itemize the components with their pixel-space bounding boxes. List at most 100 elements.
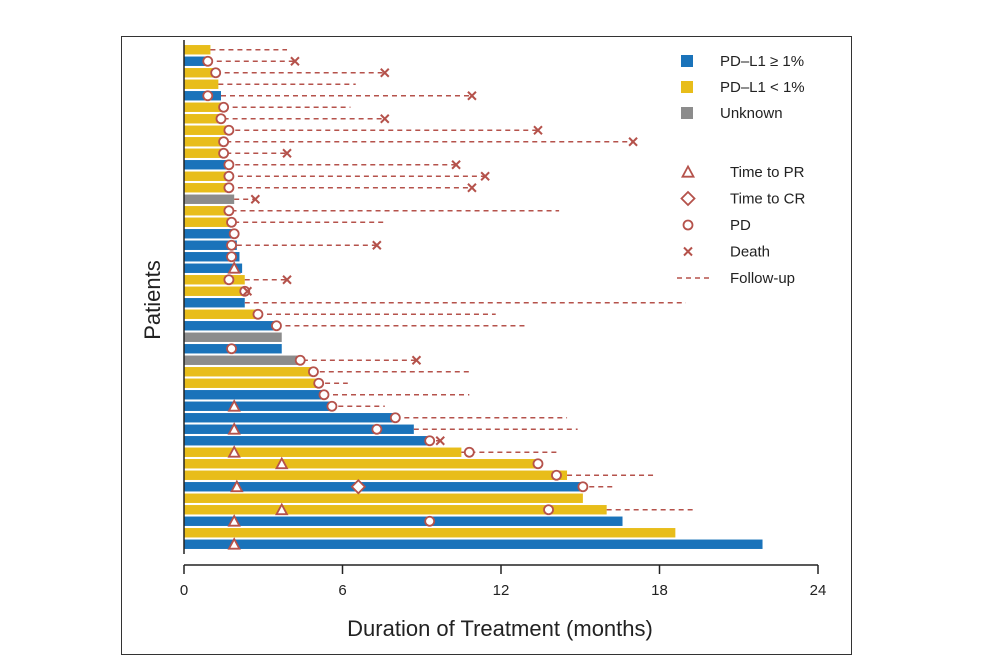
pd-marker-10 [218,147,230,159]
pd-marker-3 [210,67,222,79]
pr-marker-20 [227,261,241,274]
pd-marker-7 [215,113,227,125]
patient-bar-33 [184,413,396,423]
death-marker-14 [250,194,261,204]
patient-bar-25 [184,321,277,331]
patient-bar-20 [184,263,243,273]
patient-bar-9 [184,137,227,147]
pr-marker-42 [227,514,241,527]
pd-marker-36 [463,446,475,458]
patient-bar-21 [184,275,245,285]
death-marker-13 [467,183,477,193]
pd-marker-17 [228,228,240,240]
patient-bar-31 [184,390,325,400]
death-marker-22 [242,286,253,296]
patient-bar-17 [184,229,237,239]
legend-label-marker-3: PD [730,217,751,234]
pd-marker-5 [202,90,214,102]
pd-marker-16 [226,216,237,228]
patient-bar-37 [184,459,536,469]
pr-marker-32 [227,399,241,412]
patient-bar-2 [184,56,208,66]
marker-layer [202,55,638,550]
patient-bar-18 [184,240,237,250]
pd-marker-18 [226,239,237,251]
pd-marker-12 [223,170,235,182]
death-marker-9 [628,137,638,147]
patient-bar-44 [184,539,763,549]
x-tick-label-0: 0 [180,582,188,599]
death-marker-3 [380,68,390,78]
pd-marker-22 [239,285,251,297]
legend-marker-triangle [680,164,696,178]
patient-bar-38 [184,470,568,480]
pd-marker-21 [223,274,235,286]
pd-marker-31 [318,389,330,401]
pd-marker-13 [223,182,235,194]
patient-bar-42 [184,516,623,526]
x-tick-label-12: 12 [493,582,510,599]
pd-marker-39 [577,481,589,493]
legend-marker-diamond [680,190,696,207]
death-marker-35 [435,436,445,446]
legend-label-marker-1: Time to PR [730,164,805,181]
patient-bar-1 [184,45,211,55]
legend: PD–L1 ≥ 1% PD–L1 < 1% Unknown Time to PR Tim… [677,53,805,287]
pd-marker-28 [294,354,306,366]
patient-bar-7 [184,114,224,124]
cr-marker-39 [350,478,367,495]
patient-bar-4 [184,79,219,89]
pd-marker-9 [218,136,230,148]
pr-marker-44 [227,537,241,550]
patient-bar-3 [184,68,216,78]
death-marker-28 [411,355,422,365]
pr-marker-39 [230,479,244,493]
pd-marker-11 [223,159,235,171]
pr-marker-36 [227,445,241,458]
pd-marker-15 [223,205,235,217]
pr-marker-37 [275,456,289,470]
pd-marker-2 [202,55,214,67]
pd-marker-32 [326,400,338,412]
pd-marker-30 [313,377,325,389]
death-marker-7 [380,114,390,124]
pd-marker-8 [223,124,235,136]
patient-bar-14 [184,194,235,204]
pr-marker-41 [275,502,289,516]
patient-bar-15 [184,206,232,216]
legend-label-marker-4: Death [730,244,770,261]
patient-bar-26 [184,332,282,342]
legend-label-group-2: PD–L1 < 1% [720,79,805,96]
death-marker-10 [282,148,292,158]
pd-marker-42 [424,515,436,527]
pd-marker-27 [226,343,237,355]
patient-bar-32 [184,401,330,411]
x-tick-label-24: 24 [810,582,827,599]
death-marker-5 [467,91,477,101]
patient-bar-24 [184,309,258,319]
pd-marker-25 [271,320,282,332]
death-marker-2 [290,56,300,66]
pr-marker-34 [227,422,241,435]
pd-marker-19 [226,251,237,263]
patient-bar-19 [184,252,240,262]
patient-bar-41 [184,505,607,515]
legend-label-group-3: Unknown [720,105,783,122]
legend-swatch-1 [681,55,693,67]
pd-marker-33 [389,412,401,424]
legend-marker-circle [682,219,694,231]
patient-bar-29 [184,367,311,377]
patient-bar-36 [184,447,462,457]
pd-marker-34 [371,423,383,435]
pd-marker-24 [252,308,264,320]
patient-bar-39 [184,482,581,492]
pd-marker-38 [551,469,562,481]
patient-bar-12 [184,171,229,181]
legend-label-group-1: PD–L1 ≥ 1% [720,53,804,70]
patient-bar-35 [184,436,428,446]
legend-marker-x [683,246,693,257]
patient-bar-16 [184,217,235,227]
death-marker-12 [480,171,490,181]
patient-bar-23 [184,298,245,308]
